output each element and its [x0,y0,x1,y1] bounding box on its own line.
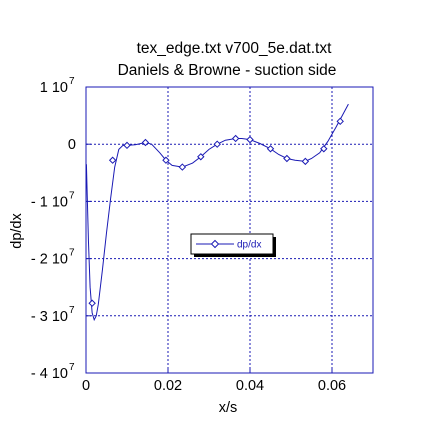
y-tick-label: - 3 10 [31,309,68,325]
legend-label: dp/dx [237,240,261,251]
y-tick-label: - 1 10 [31,194,68,210]
data-point-marker [246,135,254,144]
data-point-marker [123,141,131,150]
dpdx-series-markers [88,117,344,307]
x-tick-label: 0.04 [236,378,264,394]
y-tick-exponent: 7 [69,248,75,259]
data-point-marker [320,145,328,153]
chart-title-line-1: tex_edge.txt v700_5e.dat.txt [137,40,332,57]
y-axis-label: dp/dx [9,213,25,249]
x-tick-label: 0 [82,378,90,394]
x-tick-labels: 0 0.02 0.04 0.06 [82,378,346,394]
axis-ticks [85,86,333,374]
x-tick-label: 0.02 [154,378,182,394]
data-point-marker [162,156,170,164]
plot-area-frame [85,86,374,374]
chart-title-line-2: Daniels & Browne - suction side [118,62,337,79]
legend-diamond-marker [210,239,220,249]
y-tick-exponent: 7 [69,305,75,316]
data-point-marker [108,156,117,164]
data-point-marker [88,299,96,307]
data-point-marker [178,163,187,171]
grid-lines [86,87,373,373]
x-axis-label: x/s [219,400,238,416]
y-tick-exponent: 7 [69,362,75,373]
x-tick-label: 0.06 [318,378,346,394]
data-point-marker [231,134,240,143]
data-point-marker [283,154,291,163]
y-tick-exponent: 7 [69,76,75,87]
y-tick-label: 0 [68,137,76,153]
data-point-marker [336,117,344,126]
data-point-marker [197,153,205,161]
data-point-marker [301,157,310,166]
dpdx-series-line [85,103,349,322]
y-tick-label: 1 10 [40,80,68,96]
data-point-marker [213,140,221,148]
data-point-marker [141,138,150,147]
legend: dp/dx [190,233,276,257]
data-point-marker [266,145,275,153]
y-tick-labels: 1 10 70- 1 10 7- 2 10 7- 3 10 7- 4 10 7 [31,76,76,382]
y-tick-exponent: 7 [69,190,75,201]
y-tick-label: - 2 10 [31,252,68,268]
y-tick-label: - 4 10 [31,366,68,382]
